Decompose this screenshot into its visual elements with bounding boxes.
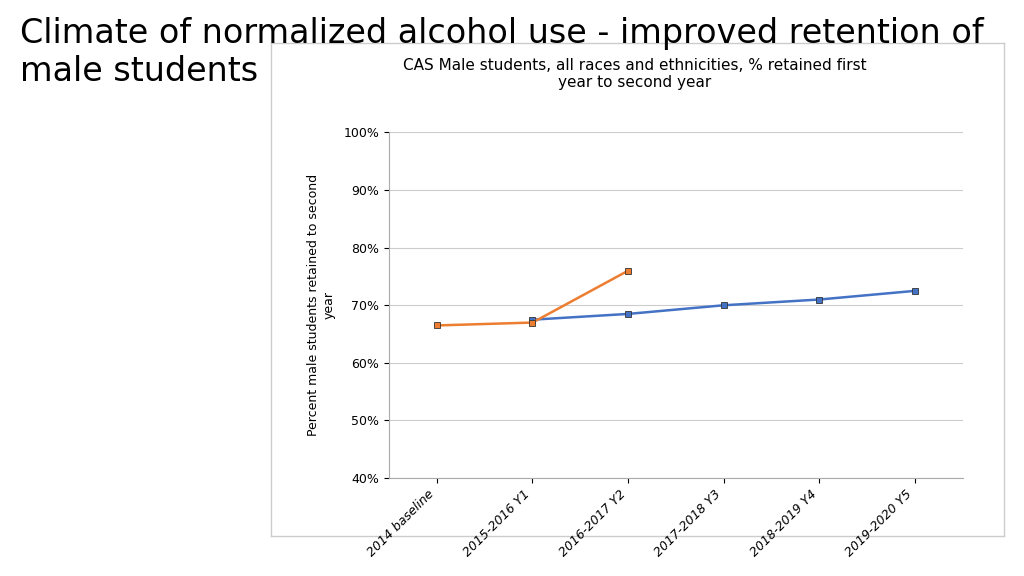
Y-axis label: Percent male students retained to second
year: Percent male students retained to second… [307, 174, 335, 437]
ACTUAL [431, 322, 443, 329]
ACTUAL [526, 319, 539, 326]
GOAL [526, 316, 539, 323]
Text: Climate of normalized alcohol use - improved retention of
male students: Climate of normalized alcohol use - impr… [20, 17, 984, 89]
GOAL [622, 310, 634, 317]
Line: ACTUAL: ACTUAL [433, 267, 632, 329]
GOAL [813, 296, 825, 303]
GOAL [908, 287, 921, 294]
Text: CAS Male students, all races and ethnicities, % retained first
year to second ye: CAS Male students, all races and ethnici… [403, 58, 866, 90]
Line: GOAL: GOAL [529, 287, 919, 323]
ACTUAL [622, 267, 634, 274]
GOAL [718, 302, 730, 309]
